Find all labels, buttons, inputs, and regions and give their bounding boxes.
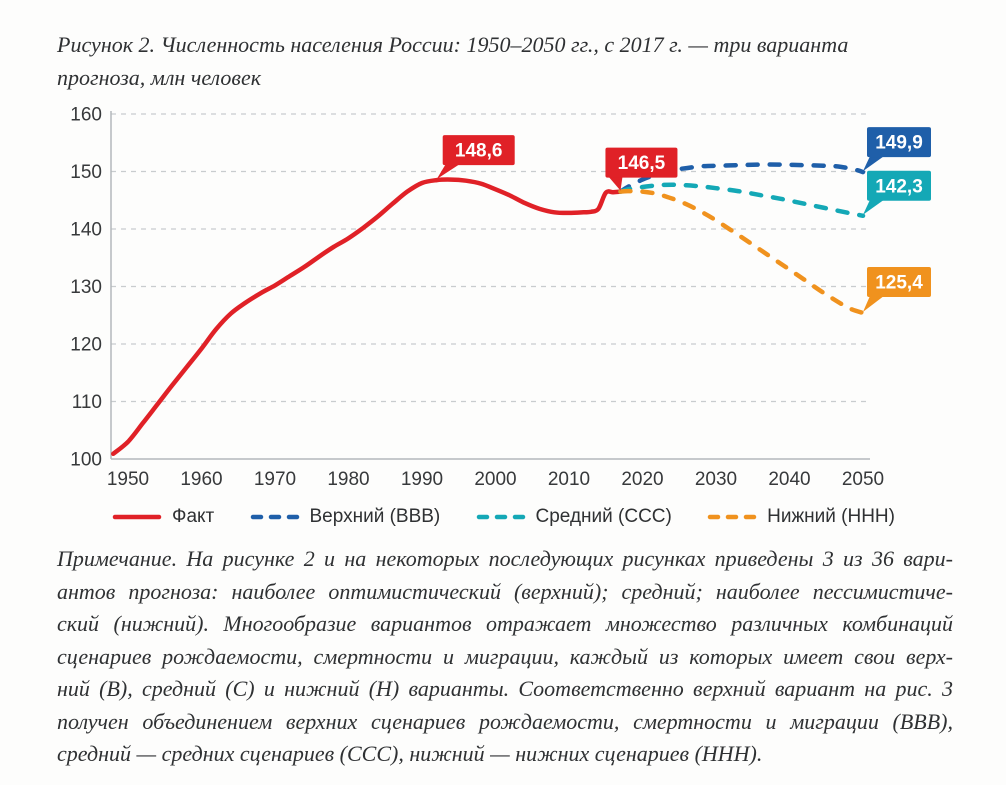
note-line-1: Примечание. На рисунке 2 и на некоторых … [57,546,953,571]
legend-dashed-line-swatch [476,514,525,520]
callout-148-6: 148,6 [436,135,515,180]
note-line-7: средний — средних сценариев (ССС), нижни… [57,741,763,766]
x-tick-label: 1950 [107,469,149,490]
callout-value: 146,5 [618,153,666,174]
callout-value: 148,6 [455,141,503,162]
y-tick-label: 160 [70,105,102,126]
legend-item-3: Средний (ССС) [476,506,672,528]
y-tick-label: 110 [72,392,102,413]
figure-caption-line-2: прогноза, млн человек [57,65,262,90]
legend-item-4: Нижний (ННН) [707,506,895,528]
callout-146-5: 146,5 [605,147,678,191]
note-line-5: ний (В), средний (С) и нижний (Н) вариан… [57,676,953,701]
legend-dashed-line-swatch [707,514,757,520]
series-line-3 [618,182,866,219]
x-tick-label: 1970 [254,469,296,490]
series-line-1 [111,177,623,457]
callout-125-4: 125,4 [863,266,931,312]
population-chart: 100 110 120 130 140 150 160 1950 1960 1970 1980 199… [60,103,950,493]
note-line-4: сценариев рождаемости, смертности и мигр… [57,643,953,669]
callout-149-9: 149,9 [863,127,931,172]
callout-value: 149,9 [875,133,923,154]
figure-caption: Рисунок 2. Численность населения России:… [57,28,954,94]
callout-value: 125,4 [875,272,923,293]
legend-label: Нижний (ННН) [767,506,895,527]
y-tick-label: 150 [70,162,102,183]
y-tick-label: 120 [70,335,102,356]
x-tick-label: 1960 [180,469,222,490]
callout-142-3: 142,3 [863,170,931,215]
note-line-2: антов прогноза: наиболее оптимистический… [57,578,953,604]
x-tick-label: 2000 [474,469,516,490]
y-tick-label: 140 [70,220,102,241]
x-tick-label: 2030 [695,469,737,490]
x-tick-label: 2020 [621,469,663,490]
note-line-6: получен объединением верхних сценариев р… [57,708,953,734]
x-tick-label: 1980 [327,469,369,490]
y-tick-label: 130 [70,277,102,298]
chart-canvas: 100 110 120 130 140 150 160 1950 1960 1970 1980 199… [70,105,931,490]
chart-legend: Факт Верхний (ВВВ) Средний (ССС) Нижний (НН… [112,501,895,533]
figure-caption-line-1: Рисунок 2. Численность населения России:… [57,32,849,57]
figure-note: Примечание. На рисунке 2 и на некоторых … [57,543,953,771]
legend-label: Факт [172,506,215,527]
y-tick-label: 100 [70,450,102,471]
x-tick-label: 1990 [401,469,443,490]
legend-dashed-line-swatch [250,514,299,520]
legend-label: Верхний (ВВВ) [309,506,441,527]
legend-item-1: Факт [112,506,214,528]
x-tick-label: 2010 [548,469,590,490]
callout-value: 142,3 [875,176,923,197]
legend-item-2: Верхний (ВВВ) [250,506,441,528]
legend-solid-line-swatch [112,514,162,520]
legend-label: Средний (ССС) [535,506,672,527]
note-line-3: ский (нижний). Многообразие вариантов от… [57,611,953,636]
x-tick-label: 2040 [768,469,810,490]
x-tick-label: 2050 [842,469,884,490]
series-line-4 [618,188,866,316]
